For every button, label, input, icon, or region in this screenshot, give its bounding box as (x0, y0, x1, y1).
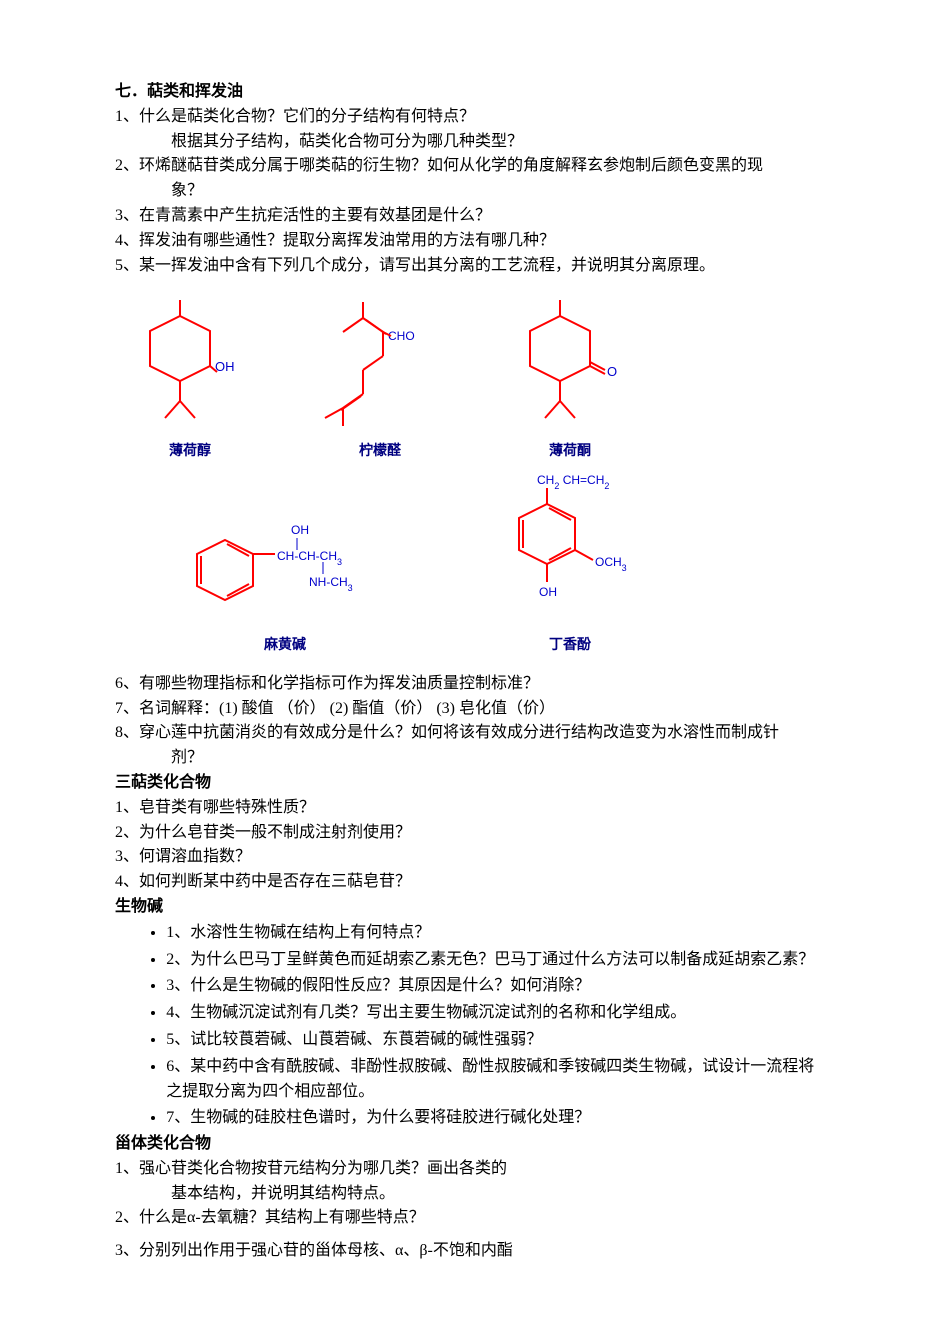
q3: 3、在青蒿素中产生抗疟活性的主要有效基团是什么？ (115, 204, 830, 229)
menthone-structure: O (505, 296, 635, 436)
q8a: 8、穿心莲中抗菌消炎的有效成分是什么？如何将该有效成分进行结构改造变为水溶性而制… (115, 721, 830, 746)
alk-item-1: 1、水溶性生物碱在结构上有何特点？ (166, 920, 830, 947)
citral-structure: CHO (315, 296, 445, 436)
tri-q4: 4、如何判断某中药中是否存在三萜皂苷？ (115, 870, 830, 895)
q1a: 1、什么是萜类化合物？它们的分子结构有何特点？ (115, 105, 830, 130)
menthol-label: 薄荷醇 (169, 440, 211, 462)
ste-q1b: 基本结构，并说明其结构特点。 (115, 1182, 830, 1207)
oh-label3: OH (539, 585, 557, 599)
alk-item-2: 2、为什么巴马丁呈鲜黄色而延胡索乙素无色？巴马丁通过什么方法可以制备成延胡索乙素… (166, 947, 830, 974)
q2a: 2、环烯醚萜苷类成分属于哪类萜的衍生物？如何从化学的角度解释玄参炮制后颜色变黑的… (115, 154, 830, 179)
alk-item-5: 5、试比较莨菪碱、山莨菪碱、东莨菪碱的碱性强弱？ (166, 1027, 830, 1054)
tri-q2: 2、为什么皂苷类一般不制成注射剂使用？ (115, 821, 830, 846)
alkaloid-list: 1、水溶性生物碱在结构上有何特点？ 2、为什么巴马丁呈鲜黄色而延胡索乙素无色？巴… (115, 920, 830, 1132)
tri-q1: 1、皂苷类有哪些特殊性质？ (115, 796, 830, 821)
tri-q3: 3、何谓溶血指数？ (115, 845, 830, 870)
ste-q3: 3、分别列出作用于强心苷的甾体母核、α、β-不饱和内酯 (115, 1239, 830, 1264)
q1b: 根据其分子结构，萜类化合物可分为哪几种类型？ (115, 130, 830, 155)
q7: 7、名词解释：(1) 酸值 （价） (2) 酯值（价） (3) 皂化值（价） (115, 697, 830, 722)
ste-q1a: 1、强心苷类化合物按苷元结构分为哪几类？画出各类的 (115, 1157, 830, 1182)
o-label: O (607, 364, 617, 379)
oh-label: OH (215, 359, 235, 374)
ephedrine-label: 麻黄碱 (264, 634, 306, 656)
eugenol-structure: CH2 CH=CH2 OCH3 OH (475, 470, 665, 630)
nhch3-label: NH-CH3 (309, 575, 353, 593)
chem-row-1: OH 薄荷醇 CHO 柠檬醛 (125, 296, 830, 462)
ste-q2: 2、什么是α-去氧糖？其结构上有哪些特点？ (115, 1206, 830, 1231)
q5: 5、某一挥发油中含有下列几个成分，请写出其分离的工艺流程，并说明其分离原理。 (115, 254, 830, 279)
oh-label2: OH (291, 523, 309, 537)
chem-menthone: O 薄荷酮 (505, 296, 635, 462)
alkaloid-heading: 生物碱 (115, 895, 830, 920)
cho-label: CHO (388, 329, 415, 343)
menthol-structure: OH (125, 296, 255, 436)
alk-item-7: 7、生物碱的硅胶柱色谱时，为什么要将硅胶进行碱化处理？ (166, 1105, 830, 1132)
q4: 4、挥发油有哪些通性？提取分离挥发油常用的方法有哪几种？ (115, 229, 830, 254)
alk-item-6: 6、某中药中含有酰胺碱、非酚性叔胺碱、酚性叔胺碱和季铵碱四类生物碱，试设计一流程… (166, 1054, 830, 1106)
och3-label: OCH3 (595, 555, 627, 573)
eugenol-label: 丁香酚 (549, 634, 591, 656)
chem-row-2: OH CH-CH-CH3 NH-CH3 麻黄碱 CH2 CH=CH2 OCH3 … (185, 470, 830, 656)
alk-item-4: 4、生物碱沉淀试剂有几类？写出主要生物碱沉淀试剂的名称和化学组成。 (166, 1000, 830, 1027)
q8b: 剂？ (115, 746, 830, 771)
chem-menthol: OH 薄荷醇 (125, 296, 255, 462)
chem-eugenol: CH2 CH=CH2 OCH3 OH 丁香酚 (475, 470, 665, 656)
triterpene-heading: 三萜类化合物 (115, 771, 830, 796)
chain-label: CH-CH-CH3 (277, 549, 342, 567)
steroid-heading: 甾体类化合物 (115, 1132, 830, 1157)
chem-ephedrine: OH CH-CH-CH3 NH-CH3 麻黄碱 (185, 510, 385, 656)
q6: 6、有哪些物理指标和化学指标可作为挥发油质量控制标准？ (115, 672, 830, 697)
ephedrine-structure: OH CH-CH-CH3 NH-CH3 (185, 510, 385, 630)
section7-heading: 七．萜类和挥发油 (115, 80, 830, 105)
q2b: 象？ (115, 179, 830, 204)
citral-label: 柠檬醛 (359, 440, 401, 462)
menthone-label: 薄荷酮 (549, 440, 591, 462)
chem-citral: CHO 柠檬醛 (315, 296, 445, 462)
alk-item-3: 3、什么是生物碱的假阳性反应？其原因是什么？如何消除？ (166, 973, 830, 1000)
